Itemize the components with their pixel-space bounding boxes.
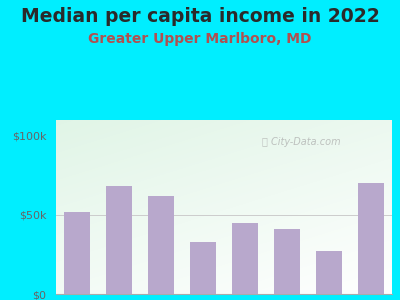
Bar [316,251,342,294]
Bar [274,229,300,294]
Bar [190,242,216,294]
Bar [232,223,258,294]
Text: ⓘ City-Data.com: ⓘ City-Data.com [262,137,340,147]
Bar [148,196,174,294]
Text: Median per capita income in 2022: Median per capita income in 2022 [21,8,379,26]
Bar [106,186,132,294]
Bar [358,183,384,294]
Bar [64,212,90,294]
Text: Greater Upper Marlboro, MD: Greater Upper Marlboro, MD [88,32,312,46]
